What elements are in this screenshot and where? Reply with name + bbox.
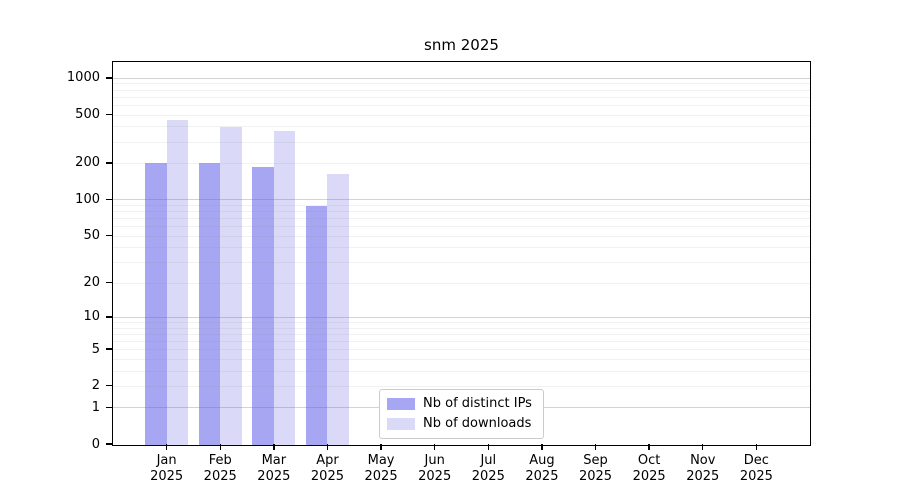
x-tick-label-may: May 2025 <box>364 453 398 484</box>
y-tick-label: 0 <box>91 436 100 452</box>
chart-title: snm 2025 <box>424 36 499 54</box>
y-tick-mark <box>106 385 112 387</box>
x-tick-mark <box>541 444 543 450</box>
y-tick-mark <box>106 162 112 164</box>
bar-ips-apr <box>306 205 328 445</box>
x-tick-mark <box>702 444 704 450</box>
x-tick-mark <box>165 444 168 450</box>
x-tick-label-dec: Dec 2025 <box>739 453 773 484</box>
y-tick-mark <box>106 348 112 350</box>
y-tick-mark <box>106 113 112 116</box>
x-tick-mark <box>380 444 382 450</box>
y-tick-mark <box>106 198 112 201</box>
x-tick-mark <box>594 444 597 450</box>
y-tick-label: 100 <box>75 191 100 207</box>
bar-downloads-feb <box>220 127 242 445</box>
x-tick-label-jan: Jan 2025 <box>150 453 184 484</box>
x-tick-mark <box>219 444 221 450</box>
x-tick-mark <box>487 444 489 450</box>
y-tick-label: 1 <box>91 399 100 415</box>
legend-label: Nb of distinct IPs <box>423 396 532 411</box>
y-tick-mark <box>106 443 112 445</box>
y-tick-mark <box>106 406 112 408</box>
x-tick-mark <box>326 444 329 450</box>
x-tick-label-jun: Jun 2025 <box>418 453 452 484</box>
legend-swatch-downloads <box>387 418 415 430</box>
legend-item-downloads: Nb of downloads <box>387 416 535 432</box>
y-tick-mark <box>106 281 112 284</box>
x-tick-mark <box>273 444 275 450</box>
x-tick-mark <box>433 444 436 450</box>
x-tick-label-sep: Sep 2025 <box>578 453 613 484</box>
x-tick-label-apr: Apr 2025 <box>310 453 344 484</box>
x-tick-label-feb: Feb 2025 <box>203 453 237 484</box>
bars-layer <box>113 62 810 445</box>
bar-ips-jan <box>145 162 167 445</box>
bar-downloads-jan <box>166 119 189 445</box>
y-tick-label: 10 <box>83 309 100 325</box>
legend: Nb of distinct IPs Nb of downloads <box>379 389 544 439</box>
bar-ips-feb <box>198 162 221 445</box>
x-tick-label-jul: Jul 2025 <box>471 453 505 484</box>
x-tick-label-oct: Oct 2025 <box>632 453 666 484</box>
y-tick-label: 50 <box>83 228 100 244</box>
y-tick-label: 2 <box>91 378 100 394</box>
legend-item-distinct-ips: Nb of distinct IPs <box>387 396 535 412</box>
x-tick-label-mar: Mar 2025 <box>257 453 291 484</box>
y-tick-label: 1000 <box>66 70 100 86</box>
y-tick-mark <box>106 234 112 237</box>
y-tick-mark <box>106 316 112 318</box>
x-tick-mark <box>755 444 758 450</box>
y-tick-label: 5 <box>91 341 100 357</box>
legend-label: Nb of downloads <box>423 416 532 431</box>
x-tick-label-nov: Nov 2025 <box>686 453 720 484</box>
y-tick-mark <box>106 77 112 79</box>
bar-downloads-mar <box>273 130 296 445</box>
x-tick-mark <box>648 444 650 450</box>
bar-downloads-apr <box>327 174 349 445</box>
y-tick-label: 500 <box>75 107 100 123</box>
legend-swatch-distinct-ips <box>387 398 415 410</box>
y-tick-label: 20 <box>83 275 100 291</box>
bar-ips-mar <box>252 166 274 445</box>
x-tick-label-aug: Aug 2025 <box>525 453 559 484</box>
y-tick-label: 200 <box>75 155 100 171</box>
